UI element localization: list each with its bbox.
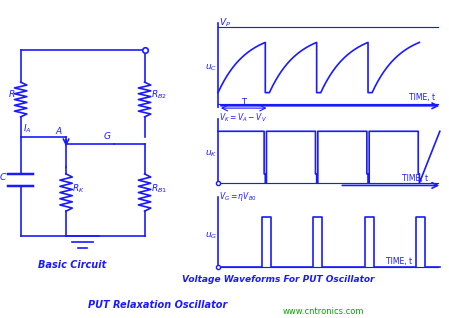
Text: $V_P$: $V_P$ xyxy=(219,16,231,29)
Text: TIME, t: TIME, t xyxy=(409,93,436,102)
Text: $I_A$: $I_A$ xyxy=(23,123,31,135)
Text: Voltage Waveforms For PUT Oscillator: Voltage Waveforms For PUT Oscillator xyxy=(182,275,374,284)
Text: TIME, t: TIME, t xyxy=(402,174,429,183)
Text: G: G xyxy=(103,132,110,141)
Text: T: T xyxy=(241,98,246,107)
Text: $V_G = \eta V_{B0}$: $V_G = \eta V_{B0}$ xyxy=(219,190,257,203)
Text: $u_K$: $u_K$ xyxy=(205,149,217,159)
Text: $u_C$: $u_C$ xyxy=(205,62,217,73)
Text: $R_{B1}$: $R_{B1}$ xyxy=(151,182,167,195)
Text: PUT Relaxation Oscillator: PUT Relaxation Oscillator xyxy=(88,300,227,310)
Text: $R_{B2}$: $R_{B2}$ xyxy=(151,88,167,100)
Text: $u_G$: $u_G$ xyxy=(205,230,217,241)
Text: Basic Circuit: Basic Circuit xyxy=(38,260,106,270)
Text: www.cntronics.com: www.cntronics.com xyxy=(282,307,364,316)
Text: $V_K = V_A - V_V$: $V_K = V_A - V_V$ xyxy=(219,112,267,124)
Text: C: C xyxy=(0,173,6,182)
Text: R: R xyxy=(8,90,14,99)
Text: $R_K$: $R_K$ xyxy=(72,182,85,195)
Text: A: A xyxy=(56,127,62,136)
Text: TIME, t: TIME, t xyxy=(386,257,412,266)
